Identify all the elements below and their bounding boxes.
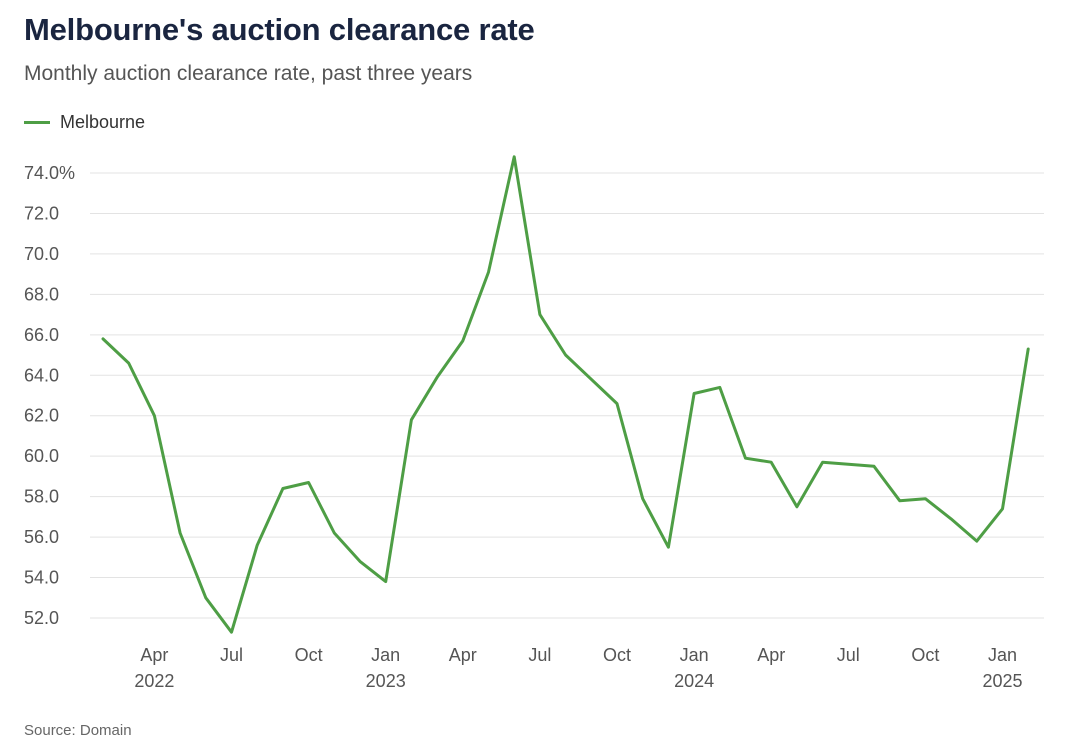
x-tick-label: Apr [757, 645, 785, 665]
legend: Melbourne [24, 112, 145, 133]
series-layer [101, 155, 1030, 634]
x-tick-label: Jan [371, 645, 400, 665]
x-tick-label: Jul [220, 645, 243, 665]
y-tick-label: 70.0 [24, 244, 59, 264]
y-tick-label: 72.0 [24, 203, 59, 223]
x-tick-label: Jul [837, 645, 860, 665]
x-axis-ticks: Apr 2022 Jul Oct Jan 2023 Apr Jul Oct Jan 2024 Apr J… [134, 645, 1022, 691]
chart-title: Melbourne's auction clearance rate [24, 12, 535, 47]
x-tick-year-label: 2023 [366, 671, 406, 691]
y-tick-label: 64.0 [24, 365, 59, 385]
y-tick-label: 74.0% [24, 163, 75, 183]
x-tick-label: Oct [295, 645, 323, 665]
y-tick-label: 62.0 [24, 406, 59, 426]
series-line-melbourne [101, 155, 1030, 634]
x-tick-label: Oct [603, 645, 631, 665]
y-tick-label: 58.0 [24, 487, 59, 507]
x-tick-year-label: 2022 [134, 671, 174, 691]
x-tick-label: Jan [988, 645, 1017, 665]
y-tick-label: 56.0 [24, 527, 59, 547]
x-tick-label: Apr [449, 645, 477, 665]
y-axis-ticks: 52.0 54.0 56.0 58.0 60.0 62.0 64.0 66.0 68.0 70.0… [24, 163, 75, 628]
y-tick-label: 54.0 [24, 568, 59, 588]
x-tick-year-label: 2025 [982, 671, 1022, 691]
y-tick-label: 68.0 [24, 284, 59, 304]
legend-label-melbourne: Melbourne [60, 112, 146, 132]
x-tick-label: Oct [911, 645, 939, 665]
legend-swatch-melbourne [24, 121, 50, 124]
x-tick-label: Jan [680, 645, 709, 665]
y-tick-label: 60.0 [24, 446, 59, 466]
source-note: Source: Domain [24, 722, 132, 739]
gridlines [90, 172, 1044, 619]
x-tick-year-label: 2024 [674, 671, 714, 691]
x-tick-label: Jul [528, 645, 551, 665]
y-tick-label: 66.0 [24, 325, 59, 345]
chart-subtitle: Monthly auction clearance rate, past thr… [24, 62, 473, 85]
x-tick-label: Apr [140, 645, 168, 665]
y-tick-label: 52.0 [24, 608, 59, 628]
